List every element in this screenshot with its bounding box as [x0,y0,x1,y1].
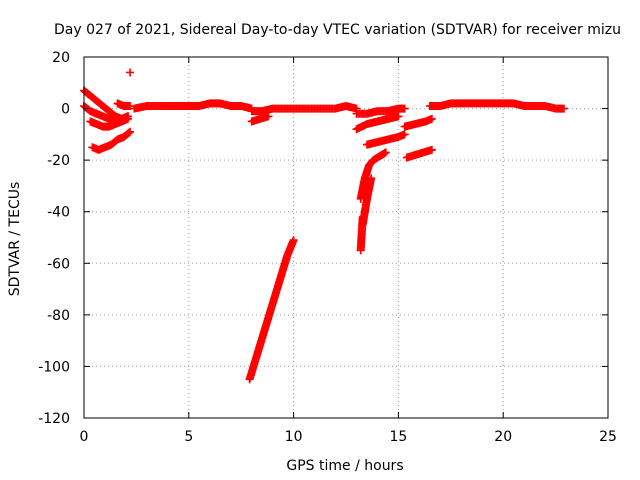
data-point [125,128,134,137]
series-arc-h [247,101,361,116]
data-point [427,145,436,154]
data-point [394,112,403,121]
data-point [367,174,376,183]
y-tick-label: -100 [38,359,70,375]
series-arc-i [247,112,273,126]
data-point [559,104,568,113]
data-point [126,127,135,136]
series-arc-r [400,114,436,131]
plot-frame [83,56,609,419]
data-point [358,212,367,221]
series-arc-o [356,212,367,255]
grid [84,57,608,418]
series-arc-k [352,104,409,118]
x-tick-label: 5 [184,429,193,445]
series-arc-g [130,99,256,113]
y-tick-label: -20 [47,153,70,169]
data-point [126,68,135,77]
chart-title: Day 027 of 2021, Sidereal Day-to-day VTE… [54,22,621,38]
y-axis-label: SDTVAR / TECUs [7,182,23,297]
series-arc-j [245,236,298,384]
series-arc-c [86,114,133,131]
y-tick-label: -120 [38,411,70,427]
series-arc-p [362,130,409,149]
series-arc-f [126,68,135,77]
y-tick-label: -40 [47,205,70,221]
data-point [381,148,390,157]
data-point [400,104,409,113]
x-axis-label: GPS time / hours [286,458,403,474]
series-arc-n [358,174,376,229]
series-arc-m [356,148,390,203]
y-tick-label: 0 [61,102,70,118]
x-tick-label: 25 [599,429,617,445]
series-arc-e [113,99,135,110]
data-point [126,101,135,110]
data-point [289,236,298,245]
x-tick-label: 0 [80,429,89,445]
data-point [264,112,273,121]
data-point [124,114,133,123]
x-tick-label: 10 [285,429,303,445]
data-point [427,114,436,123]
data-point [400,130,409,139]
x-tick-label: 15 [389,429,407,445]
y-tick-label: -80 [47,308,70,324]
y-tick-label: -60 [47,256,70,272]
series-arc-s [425,99,568,113]
series-arc-q [402,145,436,162]
axis-ticks: 0 5 10 15 20 25 -120 -100 -80 -60 -40 -20 0 20 [38,50,617,445]
series-arc-d [88,127,135,154]
series-arc-l [352,112,403,134]
y-tick-label: 20 [52,50,70,66]
data-points [80,68,568,384]
x-tick-label: 20 [494,429,512,445]
